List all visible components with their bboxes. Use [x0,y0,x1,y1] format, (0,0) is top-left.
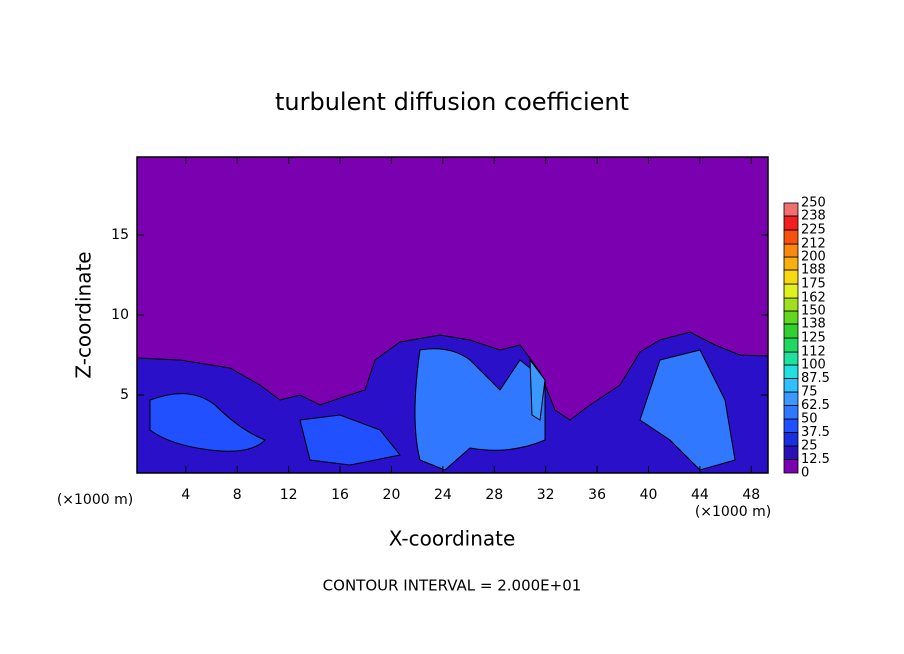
y-tick-label: 15 [111,227,129,243]
colorbar-box [783,283,799,299]
y-tick-label: 5 [120,387,129,403]
colorbar-label: 62.5 [801,398,830,413]
colorbar-label: 250 [801,196,826,211]
colorbar-label: 37.5 [801,425,830,440]
x-tick-label: 8 [233,487,242,503]
annotation: CONTOUR INTERVAL = 2.000E+01 [323,577,582,595]
x-tick-label: 32 [537,487,555,503]
x-tick-label: 16 [331,487,349,503]
colorbar-label: 112 [801,345,826,360]
colorbar-label: 75 [801,385,818,400]
colorbar-label: 225 [801,223,826,238]
colorbar-label: 138 [801,316,826,331]
field-region [299,414,401,466]
colorbar-box [783,459,799,474]
colorbar-box [783,337,799,353]
colorbar-box [783,310,799,325]
field-region [149,393,266,452]
field [136,157,769,474]
colorbar-label: 150 [801,304,826,319]
colorbar-label: 100 [801,358,826,373]
colorbar-box [783,323,799,339]
y-axis-label: Z-coordinate [72,251,96,378]
field-region [529,358,546,421]
colorbar-label: 12.5 [801,452,830,467]
colorbar-label: 175 [801,277,826,292]
colorbar-label: 125 [801,331,826,346]
x-unit-label: (×1000 m) [57,492,133,508]
colorbar-label: 50 [801,412,818,427]
colorbar-box [783,405,799,420]
colorbar-label: 238 [801,208,826,223]
colorbar-box [783,378,799,393]
colorbar-box [783,243,799,258]
x-unit-label: (×1000 m) [695,504,771,520]
colorbar-box [783,391,799,406]
colorbar-box [783,445,799,460]
colorbar-box [783,364,799,379]
colorbar-box [783,229,799,245]
colorbar-box [783,256,799,271]
x-tick-label: 4 [181,487,190,503]
x-tick-label: 20 [383,487,401,503]
colorbar-label: 87.5 [801,371,830,386]
field-region [639,349,736,471]
x-tick-label: 36 [588,487,606,503]
colorbar-box [783,351,799,366]
colorbar-box [783,432,799,447]
y-tick-label: 10 [111,307,129,323]
colorbar-label: 188 [801,262,826,277]
x-tick-label: 28 [485,487,503,503]
x-tick-label: 48 [742,487,760,503]
x-tick-label: 44 [691,487,709,503]
colorbar-box [783,297,799,312]
colorbar-label: 212 [801,237,826,252]
x-tick-label: 24 [434,487,452,503]
colorbar-box [783,215,799,231]
x-tick-label: 12 [280,487,298,503]
colorbar-box [783,269,799,285]
x-tick-label: 40 [640,487,658,503]
chart-title: turbulent diffusion coefficient [275,88,629,116]
colorbar-label: 200 [801,250,826,265]
field-region [414,348,546,471]
colorbar-label: 25 [801,439,818,454]
colorbar-label: 0 [801,466,809,481]
x-axis-label: X-coordinate [389,527,516,551]
colorbar-label: 162 [801,291,826,306]
colorbar-box [783,202,799,217]
colorbar-box [783,418,799,433]
